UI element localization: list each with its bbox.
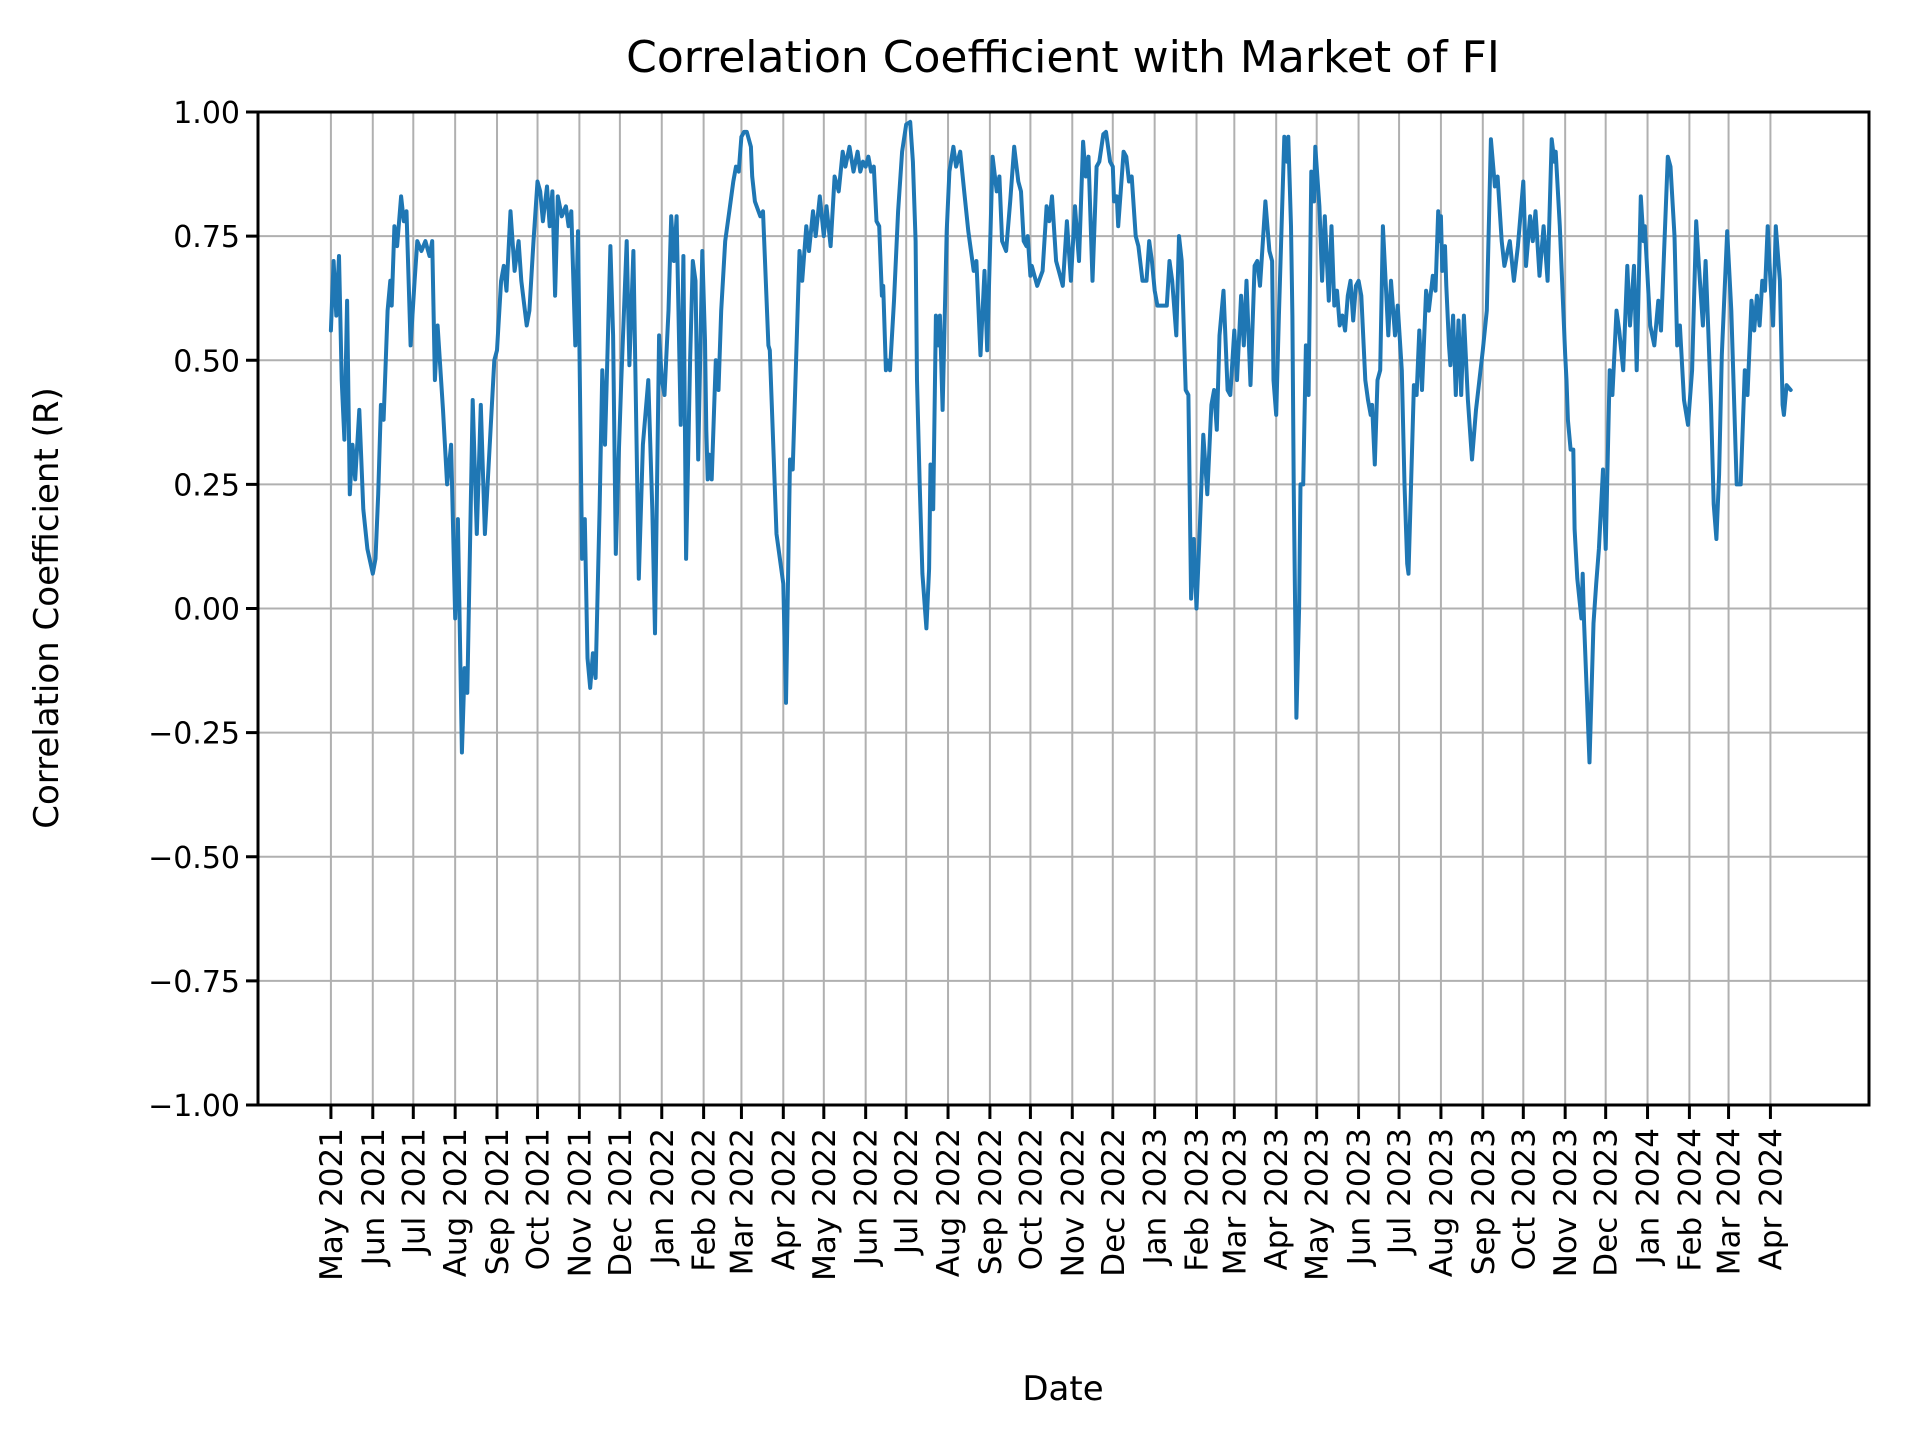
x-tick-label: Jan 2024 (1631, 1128, 1667, 1267)
x-tick-label: Oct 2021 (521, 1128, 557, 1270)
axis-ticks (246, 110, 1772, 1119)
x-tick-label: Nov 2021 (562, 1128, 598, 1277)
y-tick-label: −0.50 (148, 841, 240, 876)
y-tick-label: −1.00 (148, 1089, 240, 1124)
x-tick-label: Nov 2023 (1548, 1128, 1584, 1277)
x-tick-label: Jan 2023 (1138, 1128, 1174, 1267)
x-tick-label: Dec 2021 (603, 1128, 639, 1277)
x-tick-label: Sep 2021 (480, 1128, 516, 1275)
x-tick-label: Dec 2022 (1096, 1128, 1132, 1277)
x-tick-label: Mar 2023 (1217, 1128, 1253, 1275)
x-tick-label: Apr 2022 (766, 1128, 802, 1270)
y-tick-label: 0.50 (173, 344, 240, 379)
x-tick-labels: May 2021 Jun 2021 Jul 2021 Aug 2021 Sep 2021… (314, 1128, 1790, 1281)
x-tick-label: Sep 2023 (1466, 1128, 1502, 1275)
x-tick-label: Jun 2022 (849, 1128, 885, 1267)
x-tick-label: Jun 2021 (356, 1128, 392, 1267)
x-tick-label: Jul 2021 (396, 1128, 432, 1256)
x-tick-label: Sep 2022 (973, 1128, 1009, 1275)
x-tick-label: Apr 2024 (1753, 1128, 1789, 1270)
y-tick-label: −0.25 (148, 717, 240, 752)
y-tick-label: 0.00 (173, 593, 240, 628)
chart-title: Correlation Coefficient with Market of F… (626, 32, 1500, 83)
x-tick-label: Feb 2023 (1180, 1128, 1216, 1272)
y-tick-label: −0.75 (148, 965, 240, 1000)
x-tick-label: Aug 2021 (438, 1128, 474, 1277)
x-tick-label: Apr 2023 (1259, 1128, 1295, 1270)
correlation-line (328, 119, 1793, 765)
x-tick-label: Aug 2022 (931, 1128, 967, 1277)
x-tick-label: Mar 2024 (1712, 1128, 1748, 1275)
x-tick-label: Aug 2023 (1424, 1128, 1460, 1277)
x-tick-label: Jun 2023 (1342, 1128, 1378, 1267)
x-tick-label: Jul 2022 (889, 1128, 925, 1256)
y-tick-label: 0.25 (173, 468, 240, 503)
x-tick-label: May 2022 (807, 1128, 843, 1281)
y-tick-label: 0.75 (173, 220, 240, 255)
y-axis-label: Correlation Coefficient (R) (27, 387, 67, 829)
x-tick-label: Jan 2022 (645, 1128, 681, 1267)
x-tick-label: Feb 2022 (687, 1128, 723, 1272)
y-tick-label: 1.00 (173, 96, 240, 131)
x-tick-label: Oct 2022 (1013, 1128, 1049, 1270)
x-tick-label: Feb 2024 (1672, 1128, 1708, 1272)
x-tick-label: Dec 2023 (1589, 1128, 1625, 1277)
x-tick-label: Jul 2023 (1382, 1128, 1418, 1256)
x-tick-label: May 2023 (1300, 1128, 1336, 1281)
x-axis-label: Date (1022, 1369, 1103, 1409)
x-tick-label: Nov 2022 (1055, 1128, 1091, 1277)
x-tick-label: May 2021 (314, 1128, 350, 1281)
x-tick-label: Oct 2023 (1506, 1128, 1542, 1270)
x-tick-label: Mar 2022 (724, 1128, 760, 1275)
y-tick-labels: 1.00 0.75 0.50 0.25 0.00 −0.25 −0.50 −0.75 −1.00 (148, 96, 240, 1124)
data-series (328, 119, 1793, 765)
